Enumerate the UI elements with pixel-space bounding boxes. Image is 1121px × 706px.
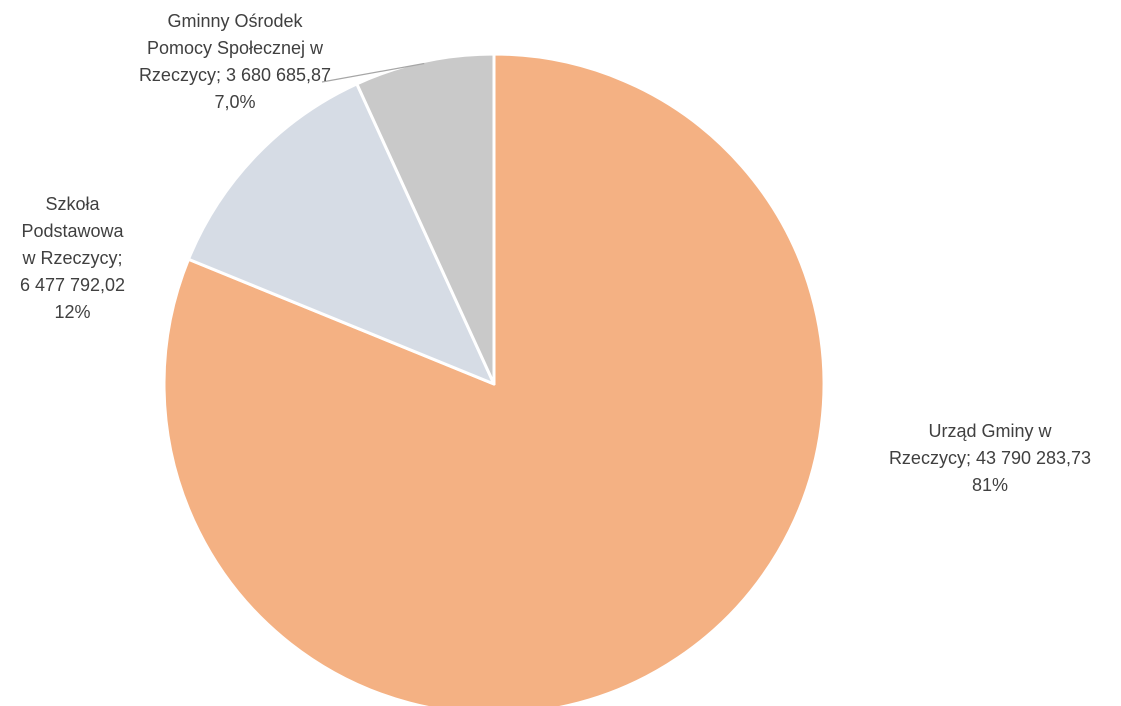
data-label-line: Szkoła <box>45 194 100 214</box>
leader-line-gops <box>321 62 425 83</box>
data-label-line: Pomocy Społecznej w <box>146 38 324 58</box>
data-label-line: 6 477 792,02 <box>19 275 126 295</box>
data-label-line: Podstawowa <box>21 221 124 241</box>
data-label-gops: Gminny Ośrodek Pomocy Społecznej w Rzecz… <box>80 8 390 116</box>
data-label-urzad-gminy: Urząd Gminy w Rzeczycy; 43 790 283,73 81… <box>870 418 1110 499</box>
data-label-line: Rzeczycy; 43 790 283,73 <box>888 448 1092 468</box>
data-label-line: Gminny Ośrodek <box>167 11 303 31</box>
data-label-szkola: Szkoła Podstawowa w Rzeczycy; 6 477 792,… <box>0 191 145 326</box>
pie-slice-gops <box>355 52 496 386</box>
pie-slices <box>162 52 826 706</box>
data-label-line: Urząd Gminy w <box>928 421 1052 441</box>
data-label-line: 81% <box>971 475 1009 495</box>
data-label-line: Rzeczycy; 3 680 685,87 <box>138 65 332 85</box>
data-label-line: w Rzeczycy; <box>22 248 123 268</box>
data-label-line: 12% <box>54 302 91 322</box>
pie-slice-szkola <box>186 82 496 386</box>
data-label-line: 7,0% <box>214 92 256 112</box>
